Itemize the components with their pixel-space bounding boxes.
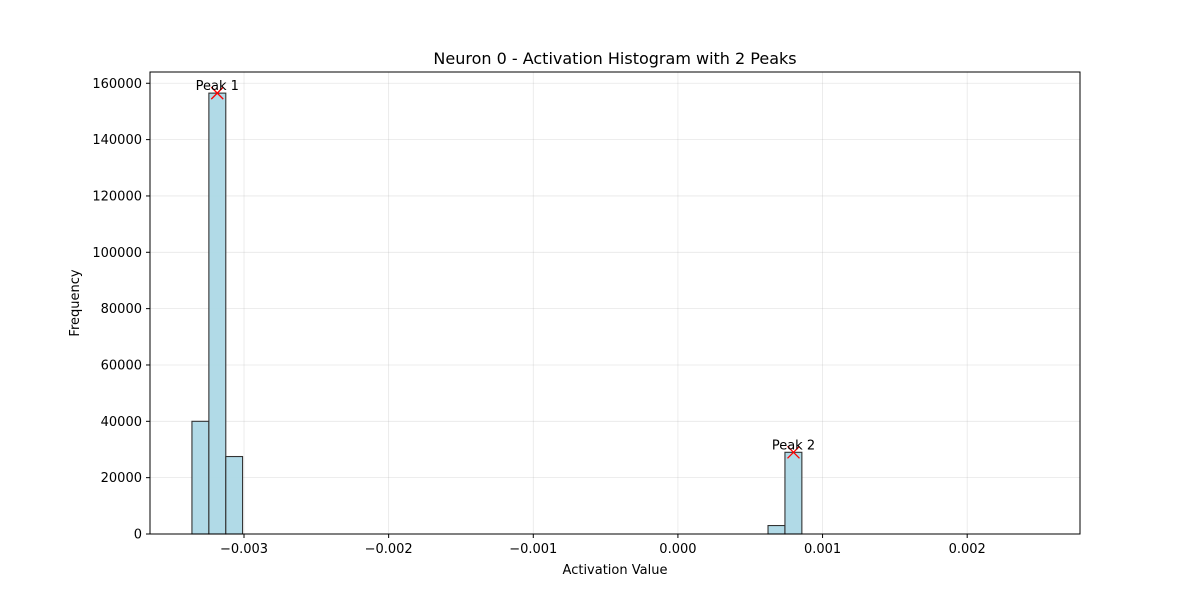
y-tick-label: 80000 <box>101 302 142 317</box>
y-tick-label: 20000 <box>101 471 142 486</box>
bar-layer <box>191 92 803 535</box>
y-axis-label: Frequency <box>68 269 83 336</box>
marker-layer: Peak 1 Peak 2 <box>196 79 815 459</box>
y-tick-label: 40000 <box>101 415 142 430</box>
histogram-bar <box>208 92 227 535</box>
histogram-bar <box>767 524 786 535</box>
y-tick-label: 60000 <box>101 358 142 373</box>
histogram-bar <box>191 420 210 535</box>
x-tick-label: 0.001 <box>804 542 841 557</box>
peak-label: Peak 2 <box>772 438 815 453</box>
tick-layer: −0.003 −0.002 −0.001 0.000 0.001 0.002 0 20000 4… <box>92 77 985 557</box>
peak-marker-stroke <box>787 445 800 459</box>
x-axis-label: Activation Value <box>563 563 668 578</box>
y-tick-label: 140000 <box>92 133 142 148</box>
x-tick-label: 0.000 <box>659 542 696 557</box>
chart-title: Neuron 0 - Activation Histogram with 2 P… <box>433 49 796 68</box>
x-tick-label: −0.002 <box>365 542 413 557</box>
histogram-bar <box>784 451 803 535</box>
plot-frame <box>149 71 1081 535</box>
y-tick-label: 100000 <box>92 246 142 261</box>
y-tick-label: 0 <box>134 528 142 543</box>
y-tick-label: 160000 <box>92 77 142 92</box>
x-tick-label: −0.003 <box>220 542 268 557</box>
grid-layer <box>150 72 1080 535</box>
peak-marker-stroke <box>210 86 224 100</box>
x-tick-label: 0.002 <box>949 542 986 557</box>
x-tick-label: −0.001 <box>509 542 557 557</box>
peak-label: Peak 1 <box>196 79 239 94</box>
y-tick-label: 120000 <box>92 189 142 204</box>
histogram-bar <box>225 455 244 535</box>
